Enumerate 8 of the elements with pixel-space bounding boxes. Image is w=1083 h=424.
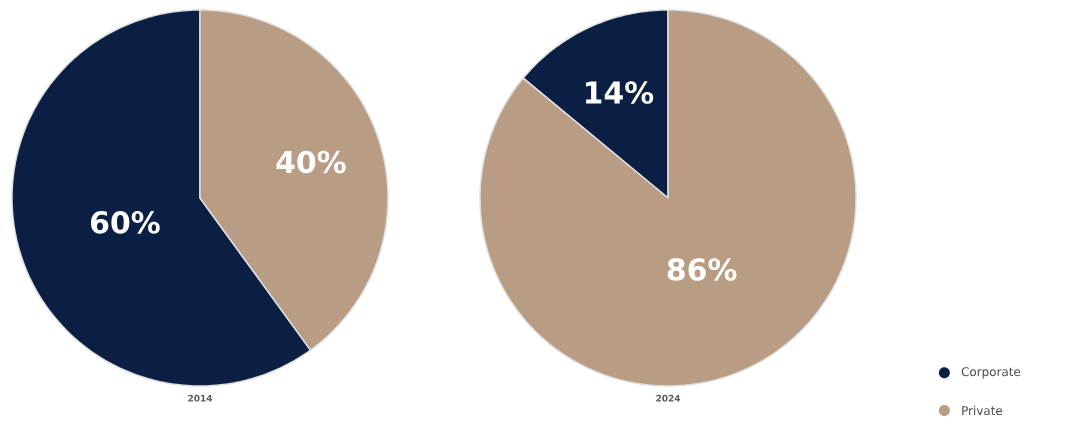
text: 2014 [188, 394, 213, 402]
text: 2024 [656, 394, 681, 402]
legend-label: Private [962, 405, 1003, 416]
legend-label: Corporate [961, 367, 1021, 379]
data-label: 14% [585, 81, 654, 104]
data-label: 86% [667, 258, 737, 281]
data-label: 40% [276, 150, 346, 174]
data-label: 60% [91, 211, 160, 234]
